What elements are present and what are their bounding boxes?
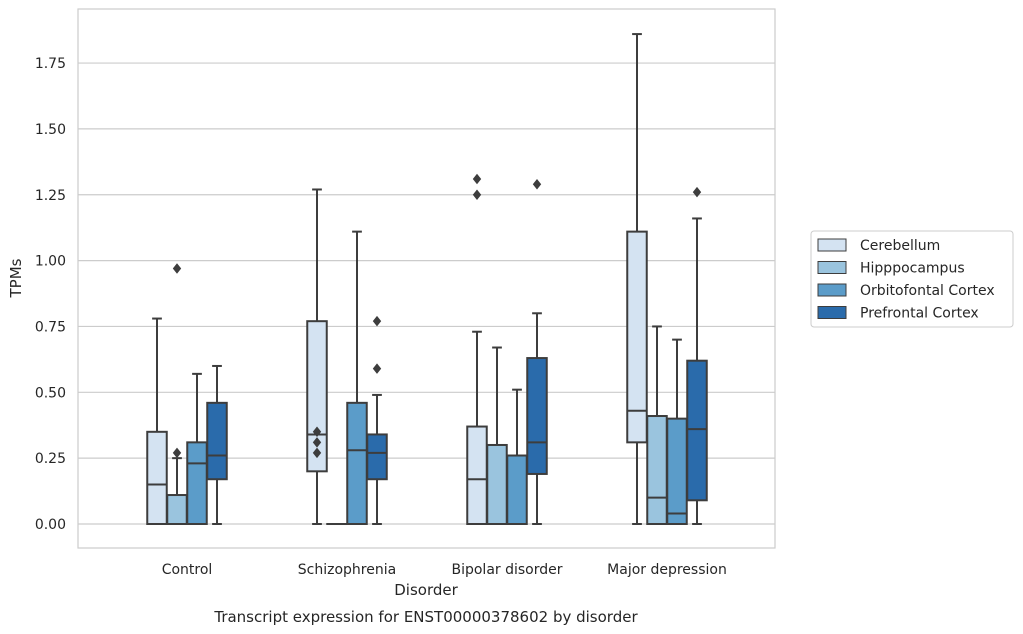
box-cerebellum	[146, 317, 168, 525]
outlier-point	[312, 447, 322, 459]
box-body	[146, 430, 168, 525]
box-cerebellum	[306, 188, 328, 525]
y-axis-label: TPMs	[7, 258, 25, 298]
outlier-point	[172, 447, 182, 459]
box-cerebellum	[466, 173, 488, 525]
box-orbitofontal-cortex	[506, 388, 528, 525]
outlier-point	[532, 178, 542, 190]
outlier-point	[312, 426, 322, 438]
box-body	[366, 433, 388, 481]
box-body	[486, 443, 508, 526]
outlier-point	[472, 173, 482, 185]
box-body	[666, 417, 688, 526]
x-tick-labels: Control Schizophrenia Bipolar disorder Majo…	[162, 562, 727, 578]
y-tick-label: 0.50	[35, 385, 66, 401]
y-tick-labels: 0.00 0.25 0.50 0.75 1.00 1.25 1.50 1.75	[35, 56, 66, 533]
outlier-point	[372, 363, 382, 374]
box-body	[186, 441, 208, 526]
box-hipppocampus	[646, 325, 668, 526]
box-orbitofontal-cortex	[186, 372, 208, 526]
box-body	[626, 230, 648, 444]
legend-frame	[810, 230, 1014, 328]
y-tick-label: 1.50	[35, 122, 66, 138]
legend-label: Orbitofontal Cortex	[860, 283, 995, 299]
x-tick-label: Schizophrenia	[298, 562, 396, 578]
box-hipppocampus	[486, 346, 508, 526]
outlier-point	[472, 189, 482, 200]
box-prefrontal-cortex	[366, 315, 388, 525]
box-cerebellum	[626, 33, 648, 525]
box-body	[506, 454, 528, 525]
x-tick-label: Bipolar disorder	[451, 562, 562, 578]
box-body	[466, 425, 488, 525]
x-axis-label: Disorder	[394, 581, 458, 599]
legend-label: Prefrontal Cortex	[860, 306, 979, 322]
box-body	[346, 401, 368, 525]
outlier-point	[372, 315, 382, 327]
box-hipppocampus	[166, 263, 188, 525]
plot-area	[146, 33, 708, 526]
y-tick-label: 1.00	[35, 254, 66, 270]
chart-caption: Transcript expression for ENST0000037860…	[213, 608, 638, 626]
plot-frame	[77, 8, 776, 549]
legend: Cerebellum Hipppocampus Orbitofontal Corte…	[810, 230, 1014, 328]
box-body	[166, 494, 188, 525]
outlier-point	[312, 437, 322, 448]
y-tick-label: 0.75	[35, 319, 66, 335]
y-tick-label: 1.75	[35, 56, 66, 72]
box-body	[646, 415, 668, 526]
y-tick-label: 1.25	[35, 188, 66, 204]
legend-swatch	[817, 261, 847, 274]
box-body	[526, 357, 548, 475]
box-orbitofontal-cortex	[666, 338, 688, 526]
box-prefrontal-cortex	[206, 364, 228, 525]
box-body	[206, 401, 228, 481]
y-tick-label: 0.25	[35, 451, 66, 467]
outlier-point	[172, 263, 182, 274]
outlier-point	[692, 186, 702, 198]
legend-swatch	[817, 283, 847, 297]
legend-label: Cerebellum	[860, 238, 940, 254]
x-tick-label: Control	[162, 562, 213, 578]
legend-label: Hipppocampus	[860, 261, 965, 277]
box-prefrontal-cortex	[526, 178, 548, 525]
box-body	[686, 359, 708, 502]
legend-swatch	[817, 306, 847, 319]
legend-swatch	[817, 238, 847, 252]
y-tick-label: 0.00	[35, 517, 66, 533]
box-prefrontal-cortex	[686, 186, 708, 525]
x-tick-label: Major depression	[607, 562, 727, 578]
box-orbitofontal-cortex	[346, 230, 368, 525]
